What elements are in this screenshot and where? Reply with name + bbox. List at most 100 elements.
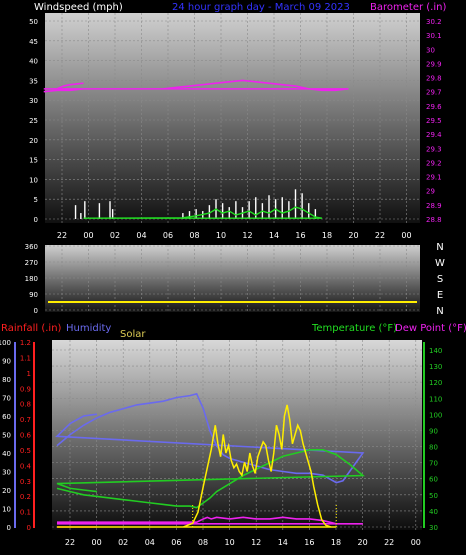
humidity-y-tick-label: 100 — [0, 339, 11, 347]
wind-x-tick-label: 00 — [401, 231, 411, 240]
wind-x-tick-label: 22 — [57, 231, 67, 240]
wind-x-tick-label: 04 — [136, 231, 146, 240]
barometer-y-tick-label: 29.4 — [426, 131, 442, 139]
humidity-y-tick-label: 10 — [2, 506, 11, 514]
barometer-y-tick-label: 29 — [426, 188, 435, 196]
direction-y-tick-label: 360 — [25, 243, 38, 251]
barometer-y-tick-label: 29.3 — [426, 145, 442, 153]
temp-x-tick-label: 22 — [384, 538, 394, 547]
wind-y-tick-label: 5 — [34, 196, 38, 204]
wind-x-tick-label: 02 — [110, 231, 120, 240]
wind-x-tick-label: 22 — [375, 231, 385, 240]
compass-label: N — [436, 306, 443, 317]
rain-y-tick-label: 0.2 — [20, 493, 31, 501]
direction-y-ticks: 0 90 180 270 360 — [25, 243, 38, 315]
barometer-y-tick-label: 29.7 — [426, 89, 442, 97]
rain-y-tick-label: 0.8 — [20, 401, 31, 409]
humidity-line — [55, 392, 365, 484]
temp-x-tick-label: 12 — [251, 538, 261, 547]
compass-label: E — [437, 290, 443, 301]
rain-y-tick-label: 1.1 — [20, 354, 31, 362]
wind-y-tick-label: 30 — [29, 97, 38, 105]
temperature-y-ticks: 30 40 50 60 70 80 90 100 110 120 130 140 — [429, 347, 442, 532]
temp-x-ticks: 22 00 02 04 06 08 10 12 14 16 18 20 22 00 — [65, 538, 421, 547]
temp-x-tick-label: 06 — [171, 538, 181, 547]
rain-y-tick-label: 0.1 — [20, 509, 31, 517]
humidity-label: Humidity — [66, 323, 111, 334]
rain-y-tick-label: 0.4 — [20, 462, 32, 470]
temp-x-tick-label: 14 — [278, 538, 288, 547]
temp-x-tick-label: 18 — [331, 538, 341, 547]
wind-x-ticks: 22 00 02 04 06 08 10 12 14 16 18 20 22 00 — [57, 231, 412, 240]
rain-y-ticks: 0 0.1 0.2 0.3 0.4 0.5 0.6 0.7 0.8 0.9 1 1.1 1.2 — [20, 339, 32, 532]
temp-y-tick-label: 30 — [429, 524, 438, 532]
barometer-y-tick-label: 29.8 — [426, 75, 442, 83]
wind-x-tick-label: 14 — [269, 231, 279, 240]
temperature-label: Temperature (°F) — [311, 323, 397, 334]
temp-x-tick-label: 00 — [411, 538, 421, 547]
compass-label: W — [435, 258, 445, 269]
direction-y-tick-label: 90 — [29, 291, 38, 299]
barometer-y-tick-label: 30.1 — [426, 32, 442, 40]
barometer-label: Barometer (.in) — [370, 2, 446, 13]
chart-title: 24 hour graph day - March 09 2023 — [172, 2, 350, 13]
wind-avg-line — [83, 206, 323, 219]
rain-y-tick-label: 1 — [27, 370, 31, 378]
temp-x-tick-label: 00 — [92, 538, 102, 547]
windspeed-label: Windspeed (mph) — [34, 2, 123, 13]
barometer-y-tick-label: 30.2 — [426, 18, 442, 26]
dewpoint-label: Dew Point (°F) — [395, 323, 466, 334]
humidity-y-tick-label: 50 — [2, 432, 11, 440]
wind-x-tick-label: 18 — [322, 231, 332, 240]
wind-y-tick-label: 45 — [29, 38, 38, 46]
rain-y-tick-label: 0.9 — [20, 385, 31, 393]
barometer-y-tick-label: 29.5 — [426, 117, 442, 125]
wind-x-tick-label: 12 — [242, 231, 252, 240]
humidity-y-tick-label: 70 — [2, 395, 11, 403]
temp-y-tick-label: 40 — [429, 508, 438, 516]
humidity-y-tick-label: 40 — [2, 450, 11, 458]
temp-x-tick-label: 16 — [304, 538, 314, 547]
rain-y-tick-label: 0.7 — [20, 416, 31, 424]
temp-y-tick-label: 90 — [429, 427, 438, 435]
temp-y-tick-label: 50 — [429, 492, 438, 500]
humidity-y-ticks: 0 10 20 30 40 50 60 70 80 90 100 — [0, 339, 11, 532]
humidity-y-tick-label: 90 — [2, 358, 11, 366]
barometer-y-tick-label: 28.9 — [426, 202, 442, 210]
wind-x-tick-label: 06 — [163, 231, 173, 240]
temp-y-tick-label: 120 — [429, 379, 442, 387]
wind-y-tick-label: 20 — [29, 137, 38, 145]
barometer-y-tick-label: 29.2 — [426, 159, 442, 167]
temp-y-tick-label: 80 — [429, 444, 438, 452]
rain-y-tick-label: 0.5 — [20, 447, 31, 455]
temp-x-tick-label: 22 — [65, 538, 75, 547]
barometer-y-tick-label: 30 — [426, 46, 435, 54]
rain-y-tick-label: 0.6 — [20, 432, 32, 440]
temp-x-tick-label: 04 — [145, 538, 155, 547]
temperature-line — [56, 448, 366, 509]
direction-panel-grid — [45, 245, 420, 312]
barometer-line — [43, 79, 349, 93]
direction-y-tick-label: 180 — [25, 275, 38, 283]
temp-y-tick-label: 60 — [429, 476, 438, 484]
humidity-y-tick-label: 60 — [2, 413, 11, 421]
temp-panel-marks — [55, 392, 366, 528]
humidity-y-tick-label: 30 — [2, 469, 11, 477]
compass-label: S — [437, 274, 443, 285]
wind-y-tick-label: 50 — [29, 18, 38, 26]
barometer-y-ticks: 28.8 28.9 29 29.1 29.2 29.3 29.4 29.5 29.6 29.7 29… — [426, 18, 442, 224]
temp-y-tick-label: 110 — [429, 395, 442, 403]
wind-panel-grid — [45, 13, 420, 223]
rainfall-label: Rainfall (.in) — [1, 323, 62, 334]
temp-y-tick-label: 130 — [429, 363, 442, 371]
temp-x-tick-label: 10 — [225, 538, 235, 547]
direction-y-tick-label: 0 — [34, 307, 38, 315]
direction-y-tick-label: 270 — [25, 259, 38, 267]
temp-x-tick-label: 20 — [358, 538, 368, 547]
wind-y-tick-label: 40 — [29, 58, 38, 66]
direction-panel-background — [45, 245, 420, 312]
dewpoint-line — [57, 516, 363, 525]
wind-panel-background — [45, 13, 420, 223]
